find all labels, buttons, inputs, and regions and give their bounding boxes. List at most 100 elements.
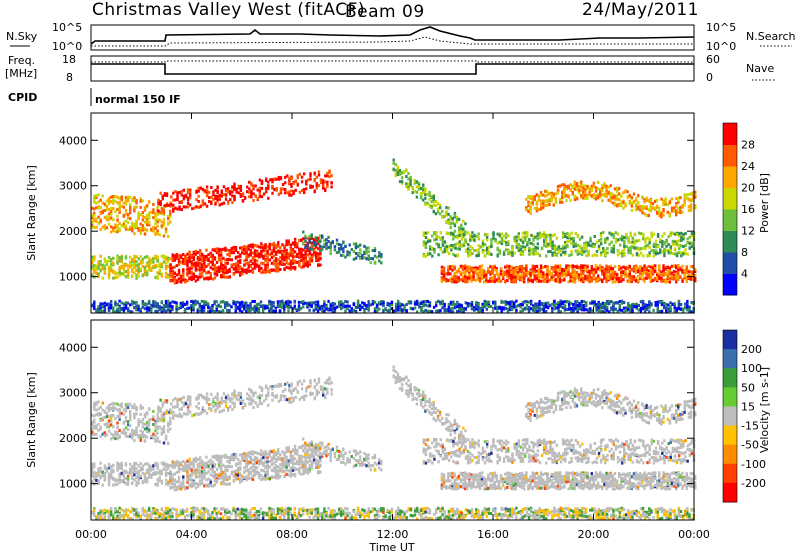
power-cell <box>462 219 465 223</box>
power-cell <box>243 196 247 200</box>
power-cell <box>304 248 307 252</box>
power-cell <box>526 243 529 247</box>
power-cell <box>287 262 290 266</box>
power-cell <box>496 248 499 252</box>
power-cell <box>670 264 674 268</box>
power-cell <box>319 250 322 254</box>
power-cell <box>93 305 96 309</box>
power-cell <box>606 251 609 255</box>
power-cell <box>626 274 629 278</box>
power-cell <box>311 184 314 188</box>
power-cell <box>508 276 511 280</box>
power-cell <box>356 305 360 309</box>
power-cell <box>190 264 193 268</box>
power-cell <box>458 247 461 251</box>
power-cell <box>228 251 231 255</box>
power-cell <box>594 270 598 274</box>
power-cell <box>296 260 299 264</box>
power-cell <box>580 235 584 239</box>
power-cell <box>226 190 230 194</box>
power-cell <box>680 251 683 255</box>
power-cell <box>147 200 151 204</box>
power-cell <box>356 299 360 303</box>
power-cell <box>277 244 280 248</box>
power-cell <box>145 255 149 259</box>
power-cell <box>529 196 532 200</box>
power-cell <box>163 192 167 196</box>
power-cell <box>240 310 244 314</box>
power-cell <box>432 210 435 214</box>
power-cell <box>453 222 457 226</box>
beam-label: Beam 09 <box>345 2 425 22</box>
power-cell <box>573 187 577 191</box>
power-cell <box>553 253 556 257</box>
power-cell <box>632 200 636 204</box>
power-cell <box>426 231 430 235</box>
power-cell <box>597 244 601 248</box>
power-cell <box>279 187 283 191</box>
power-cell <box>584 268 587 272</box>
power-cell <box>331 301 334 305</box>
power-cell <box>550 196 553 200</box>
power-cell <box>620 194 623 198</box>
power-cell <box>179 255 183 259</box>
power-cell <box>205 254 208 258</box>
power-cell <box>139 213 142 217</box>
power-cell <box>203 189 207 193</box>
power-cell <box>306 263 309 267</box>
power-cell <box>687 198 691 202</box>
power-cell <box>673 232 677 236</box>
power-cell <box>201 259 204 263</box>
power-cell <box>553 248 556 252</box>
power-cell <box>268 301 271 305</box>
power-cell <box>326 180 329 184</box>
power-cell <box>460 234 464 238</box>
power-cell <box>141 274 145 278</box>
power-cell <box>608 242 611 246</box>
power-cell <box>428 245 432 249</box>
power-cell <box>520 270 524 274</box>
power-cell <box>253 250 257 254</box>
power-cell <box>293 237 297 241</box>
power-cell <box>546 198 549 202</box>
power-cell <box>193 206 196 210</box>
freq-tick-high: 18 <box>62 53 76 66</box>
power-cell <box>306 241 309 245</box>
power-cell <box>419 186 423 190</box>
power-cell <box>678 234 681 238</box>
power-cell <box>485 276 488 280</box>
power-cell <box>274 257 278 261</box>
power-cell <box>664 267 667 271</box>
power-cell <box>417 185 421 189</box>
power-cell <box>147 258 151 262</box>
power-cell <box>662 264 665 268</box>
power-cell <box>688 246 691 250</box>
power-cell <box>550 194 553 198</box>
power-cell <box>346 307 349 311</box>
power-cell <box>400 176 404 180</box>
power-cell <box>308 247 311 251</box>
power-cell <box>207 303 210 307</box>
power-cell <box>161 194 164 198</box>
power-cell <box>651 206 655 210</box>
power-data-cells <box>91 158 697 314</box>
power-cell <box>232 248 236 252</box>
cpid-value: normal 150 IF <box>95 93 181 106</box>
power-cell <box>337 242 341 246</box>
power-cell <box>529 201 532 205</box>
power-cell <box>631 240 634 244</box>
power-cell <box>185 300 189 304</box>
power-cell <box>675 275 678 279</box>
power-cell <box>471 231 474 235</box>
power-cell <box>549 238 552 242</box>
power-cell <box>668 276 672 280</box>
power-cell <box>634 266 638 270</box>
power-cell <box>661 234 664 238</box>
power-cell <box>290 182 293 186</box>
power-cell <box>509 252 512 256</box>
power-cell <box>197 205 200 209</box>
power-cell <box>220 191 224 195</box>
power-cell <box>162 218 166 222</box>
power-cell <box>181 301 185 305</box>
power-cell <box>572 242 575 246</box>
